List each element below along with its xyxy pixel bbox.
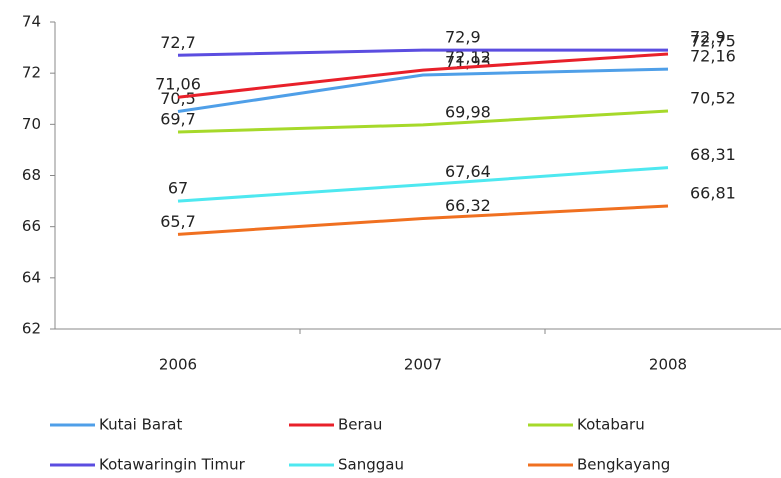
y-tick-label: 64 (22, 268, 41, 286)
y-tick-label: 62 (22, 320, 41, 338)
data-label: 72,12 (445, 48, 491, 67)
data-label: 69,7 (160, 110, 196, 129)
data-label: 72,75 (690, 31, 736, 50)
data-label: 66,32 (445, 196, 491, 215)
x-tick-label: 2007 (404, 356, 442, 374)
series-line (177, 109, 669, 134)
series-line (177, 204, 669, 236)
data-label: 67 (168, 179, 188, 198)
legend-label: Kutai Barat (99, 416, 182, 434)
y-tick-label: 70 (22, 115, 41, 133)
data-label: 68,31 (690, 145, 736, 164)
data-label: 72,9 (690, 28, 726, 47)
y-tick-label: 66 (22, 217, 41, 235)
series-line (177, 48, 668, 57)
data-label: 70,52 (690, 89, 736, 108)
y-tick-label: 68 (22, 166, 41, 184)
data-label: 72,7 (160, 33, 196, 52)
series-line (177, 67, 669, 114)
data-label: 69,98 (445, 102, 491, 121)
y-tick-label: 74 (22, 13, 41, 31)
data-label: 65,7 (160, 212, 196, 231)
data-label: 67,64 (445, 162, 491, 181)
legend-label: Berau (338, 416, 382, 434)
legend-label: Bengkayang (577, 456, 670, 474)
data-label: 72,16 (690, 47, 736, 66)
series-line (177, 52, 669, 99)
x-tick-label: 2008 (649, 356, 687, 374)
series-line (177, 166, 669, 203)
data-label: 71,06 (155, 75, 201, 94)
legend-label: Sanggau (338, 456, 404, 474)
x-tick-label: 2006 (159, 356, 197, 374)
legend-label: Kotawaringin Timur (99, 456, 246, 474)
data-label: 72,9 (445, 28, 481, 47)
y-tick-label: 72 (22, 64, 41, 82)
data-label: 70,5 (160, 89, 196, 108)
data-label: 66,81 (690, 183, 736, 202)
legend-label: Kotabaru (577, 416, 645, 434)
